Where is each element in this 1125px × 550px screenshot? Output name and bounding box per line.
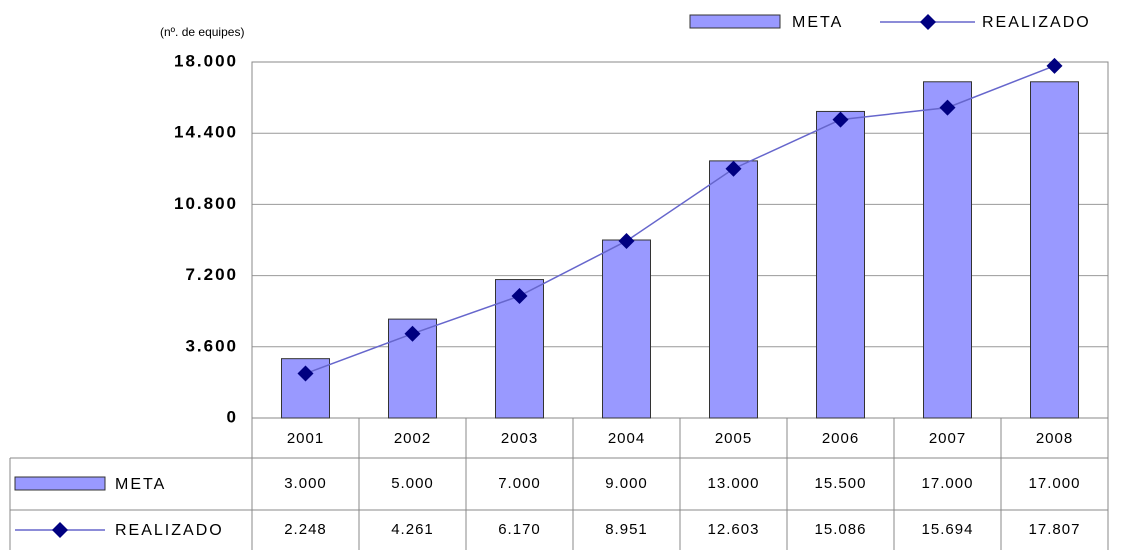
table-value: 9.000 [605,475,648,492]
table-value: 5.000 [391,475,434,492]
line-marker [404,325,421,342]
line-marker [832,111,849,128]
y-tick-label: 7.200 [185,265,238,284]
table-value: 17.000 [1029,475,1081,492]
table-value: 12.603 [708,521,760,538]
table-value: 15.500 [815,475,867,492]
table-value: 17.807 [1029,521,1081,538]
y-tick-label: 14.400 [174,123,238,142]
table-value: 3.000 [284,475,327,492]
line-marker [939,99,956,116]
bar [709,160,758,419]
x-tick-label: 2002 [394,430,431,447]
x-tick-label: 2004 [608,430,645,447]
bar [602,239,651,419]
legend-label: META [792,14,843,31]
bar [1030,81,1079,419]
table-value: 13.000 [708,475,760,492]
table-value: 15.694 [922,521,974,538]
table-legend-label: REALIZADO [115,522,224,539]
x-tick-label: 2003 [501,430,538,447]
x-tick-label: 2006 [822,430,859,447]
line-marker [618,232,635,249]
bar [923,81,972,419]
table-value: 7.000 [498,475,541,492]
y-tick-label: 18.000 [174,51,238,70]
y-tick-label: 10.800 [174,194,238,213]
table-legend-marker [52,522,68,538]
legend-marker [920,14,936,30]
line-marker [297,365,314,382]
line [305,65,1055,375]
x-tick-label: 2008 [1036,430,1073,447]
table-value: 6.170 [498,521,541,538]
plot-border [251,61,1109,419]
y-tick-label: 3.600 [185,336,238,355]
x-tick-label: 2005 [715,430,752,447]
line-marker [511,287,528,304]
x-tick-label: 2007 [929,430,966,447]
table-legend-label: META [115,476,166,493]
bar [816,110,865,419]
table-legend-swatch [14,476,106,491]
y-tick-label: 0 [227,407,238,426]
legend-swatch [689,14,781,29]
table-value: 2.248 [284,521,327,538]
table-value: 17.000 [922,475,974,492]
line-marker [1046,57,1063,74]
legend-label: REALIZADO [982,14,1091,31]
table-value: 15.086 [815,521,867,538]
table-value: 8.951 [605,521,648,538]
y-axis-label: (nº. de equipes) [160,25,244,39]
table-value: 4.261 [391,521,434,538]
line-marker [725,160,742,177]
x-tick-label: 2001 [287,430,324,447]
